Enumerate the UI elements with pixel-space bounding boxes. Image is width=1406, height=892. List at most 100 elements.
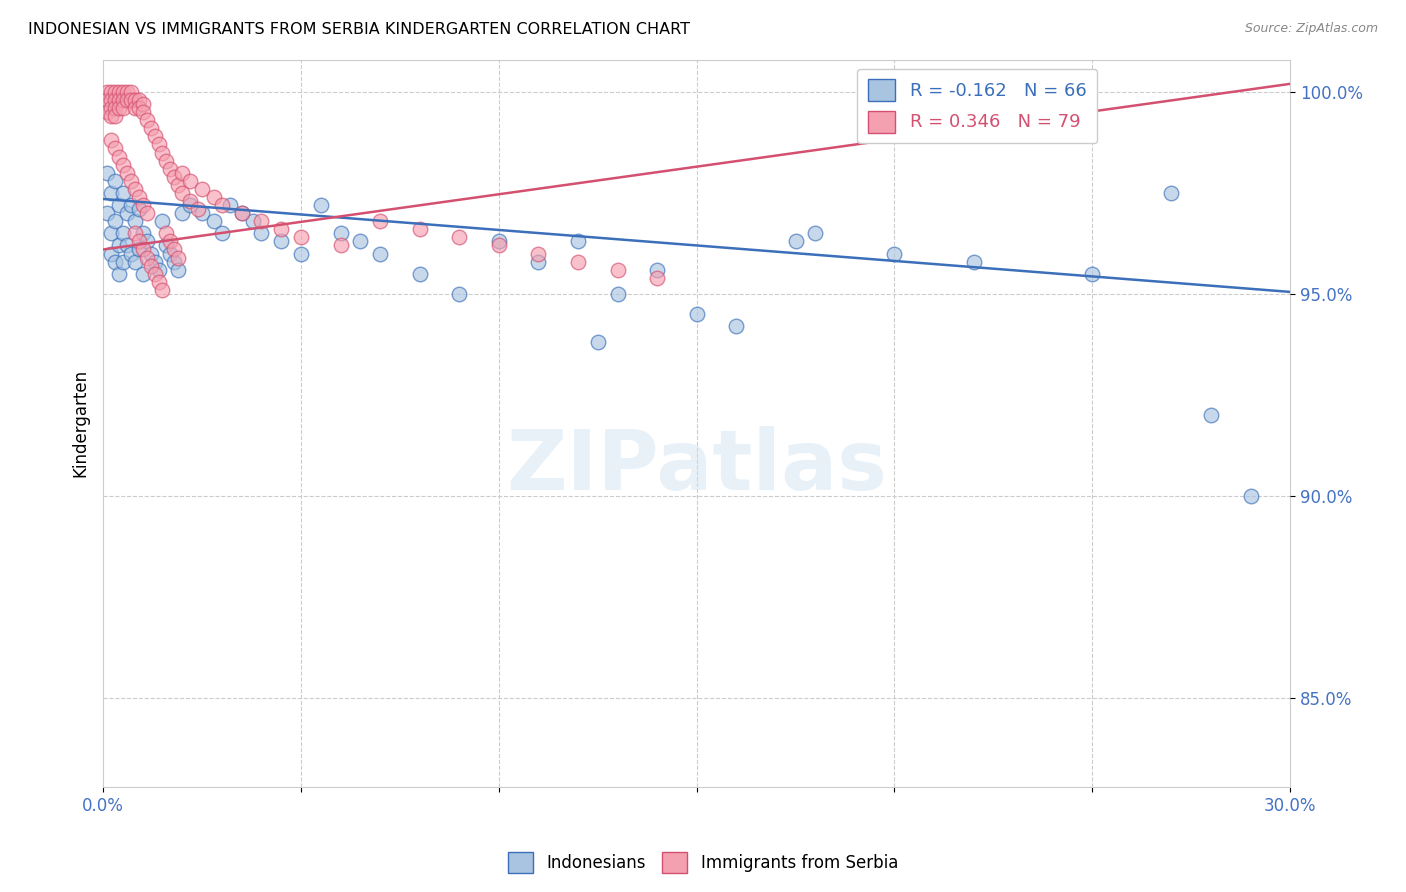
Point [139, 246, 162, 260]
Point [606, 287, 628, 301]
Point [111, 227, 134, 241]
Point [135, 251, 157, 265]
Point [128, 235, 150, 249]
Point [290, 230, 312, 244]
Legend: Indonesians, Immigrants from Serbia: Indonesians, Immigrants from Serbia [501, 846, 905, 880]
Point [785, 235, 807, 249]
Point [108, 267, 131, 281]
Point [96, 93, 118, 107]
Point [309, 198, 332, 212]
Point [152, 283, 174, 297]
Point [104, 174, 127, 188]
Point [124, 214, 146, 228]
Point [179, 194, 201, 208]
Point [131, 227, 153, 241]
Point [290, 246, 312, 260]
Point [96, 105, 118, 120]
Point [100, 227, 122, 241]
Point [111, 93, 134, 107]
Point [115, 206, 138, 220]
Point [135, 113, 157, 128]
Point [242, 214, 264, 228]
Point [120, 85, 142, 99]
Point [1239, 489, 1261, 503]
Point [488, 238, 510, 252]
Point [96, 206, 118, 220]
Point [167, 262, 190, 277]
Point [202, 190, 225, 204]
Point [408, 222, 430, 236]
Point [108, 85, 131, 99]
Point [111, 85, 134, 99]
Point [159, 235, 181, 249]
Point [179, 198, 201, 212]
Point [100, 85, 122, 99]
Point [172, 186, 194, 200]
Point [155, 153, 177, 168]
Point [159, 246, 181, 260]
Point [148, 137, 170, 152]
Point [128, 202, 150, 216]
Point [155, 238, 177, 252]
Point [131, 243, 153, 257]
Point [108, 238, 131, 252]
Point [108, 150, 131, 164]
Point [124, 182, 146, 196]
Point [128, 243, 150, 257]
Point [152, 145, 174, 160]
Point [120, 174, 142, 188]
Point [191, 206, 214, 220]
Point [368, 214, 391, 228]
Point [143, 254, 166, 268]
Point [883, 246, 905, 260]
Point [163, 169, 186, 184]
Point [645, 270, 668, 285]
Point [124, 227, 146, 241]
Point [962, 254, 984, 268]
Point [135, 235, 157, 249]
Point [1199, 408, 1222, 422]
Point [1160, 186, 1182, 200]
Point [143, 267, 166, 281]
Point [104, 254, 127, 268]
Point [329, 238, 352, 252]
Point [645, 262, 668, 277]
Legend: R = -0.162   N = 66, R = 0.346   N = 79: R = -0.162 N = 66, R = 0.346 N = 79 [858, 69, 1097, 144]
Point [155, 227, 177, 241]
Point [100, 133, 122, 147]
Point [104, 141, 127, 155]
Text: ZIPatlas: ZIPatlas [506, 426, 887, 508]
Point [104, 93, 127, 107]
Point [104, 85, 127, 99]
Point [100, 186, 122, 200]
Point [128, 190, 150, 204]
Point [139, 259, 162, 273]
Point [96, 166, 118, 180]
Point [586, 335, 609, 350]
Point [111, 186, 134, 200]
Point [250, 227, 273, 241]
Point [139, 121, 162, 136]
Point [124, 93, 146, 107]
Point [120, 246, 142, 260]
Point [250, 214, 273, 228]
Point [143, 129, 166, 144]
Point [115, 93, 138, 107]
Point [231, 206, 253, 220]
Point [148, 275, 170, 289]
Point [191, 182, 214, 196]
Point [104, 109, 127, 123]
Point [685, 307, 707, 321]
Point [124, 254, 146, 268]
Point [804, 227, 827, 241]
Point [211, 227, 233, 241]
Point [148, 262, 170, 277]
Point [527, 246, 550, 260]
Point [567, 235, 589, 249]
Point [167, 251, 190, 265]
Point [567, 254, 589, 268]
Point [100, 109, 122, 123]
Point [349, 235, 371, 249]
Point [152, 214, 174, 228]
Point [111, 158, 134, 172]
